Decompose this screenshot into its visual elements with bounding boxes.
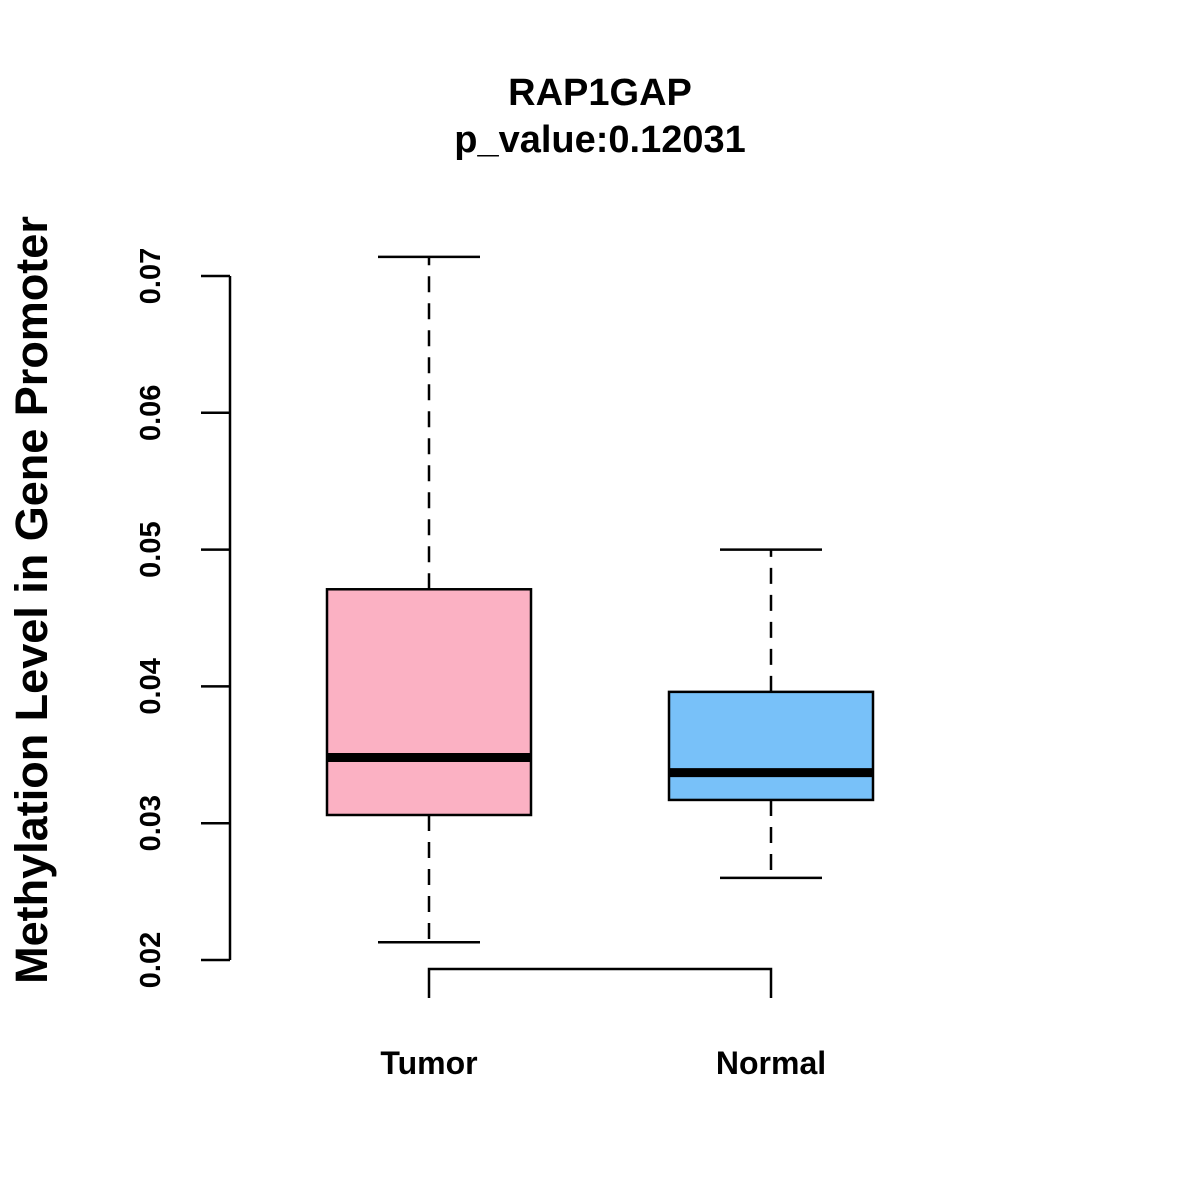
y-tick-label: 0.05 bbox=[135, 521, 167, 577]
y-tick-label: 0.07 bbox=[135, 248, 167, 304]
comparison-bracket bbox=[427, 967, 773, 998]
x-label-normal: Normal bbox=[716, 1045, 826, 1081]
y-axis-label: Methylation Level in Gene Promoter bbox=[6, 216, 57, 984]
box-body bbox=[667, 690, 875, 802]
y-axis: 0.02 0.03 0.04 0.05 0.06 0.07 bbox=[135, 248, 232, 988]
y-tick-label: 0.03 bbox=[135, 795, 167, 851]
y-tick-label: 0.06 bbox=[135, 385, 167, 441]
box-body bbox=[325, 588, 533, 817]
y-tick-label: 0.02 bbox=[135, 932, 167, 988]
boxes-group bbox=[325, 255, 875, 944]
chart-title: RAP1GAP bbox=[508, 72, 692, 114]
x-label-tumor: Tumor bbox=[380, 1045, 477, 1081]
box-tumor bbox=[325, 255, 533, 944]
x-axis-labels: Tumor Normal bbox=[380, 1045, 826, 1081]
y-tick-label: 0.04 bbox=[135, 658, 167, 714]
bracket-line bbox=[427, 967, 773, 998]
box-normal bbox=[667, 548, 875, 880]
chart-subtitle: p_value:0.12031 bbox=[454, 119, 746, 161]
